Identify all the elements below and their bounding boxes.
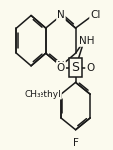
- Text: O: O: [56, 63, 65, 73]
- Text: CH₃: CH₃: [24, 90, 40, 99]
- Text: NH: NH: [78, 36, 94, 46]
- Text: N: N: [57, 11, 64, 21]
- Text: S: S: [71, 61, 79, 74]
- Text: N: N: [57, 61, 64, 71]
- Text: Cl: Cl: [89, 11, 100, 21]
- Text: methyl: methyl: [29, 90, 61, 99]
- Text: F: F: [72, 138, 78, 148]
- Text: O: O: [85, 63, 94, 73]
